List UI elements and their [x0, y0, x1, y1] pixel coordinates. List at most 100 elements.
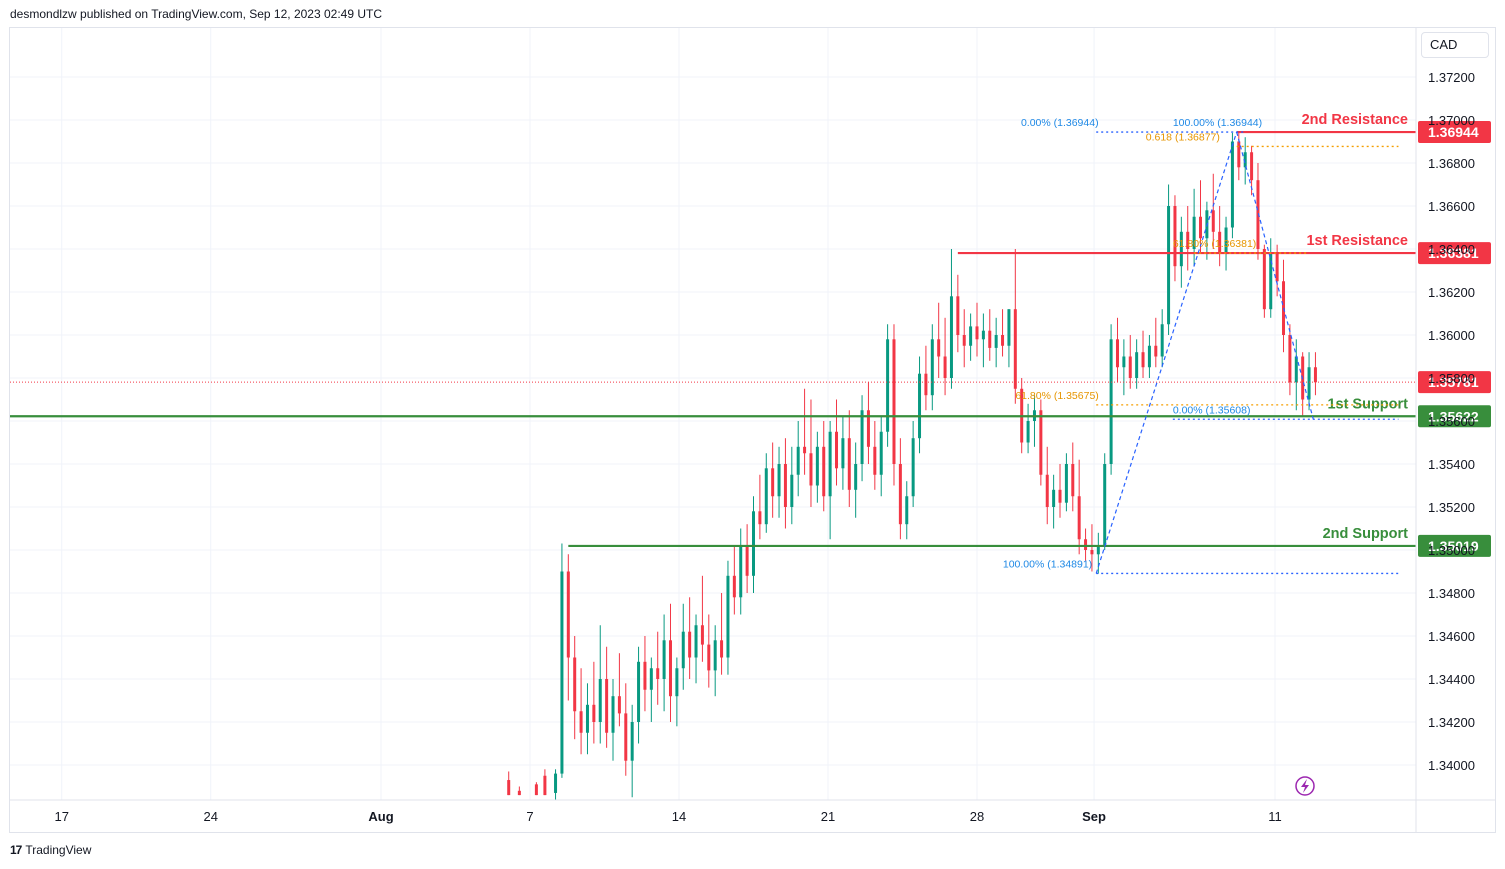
candle[interactable] [1243, 137, 1247, 185]
candle[interactable] [1122, 339, 1126, 396]
candle[interactable] [1071, 442, 1075, 512]
candle[interactable] [681, 603, 685, 690]
candle[interactable] [1013, 249, 1017, 404]
candle[interactable] [758, 474, 762, 540]
candle[interactable] [624, 683, 628, 776]
candle[interactable] [1262, 244, 1266, 318]
candle[interactable] [879, 416, 883, 497]
candle[interactable] [783, 438, 787, 529]
candle[interactable] [630, 704, 634, 798]
candle[interactable] [592, 661, 596, 744]
candle[interactable] [617, 653, 621, 727]
candle[interactable] [554, 769, 558, 800]
candle[interactable] [1007, 309, 1011, 368]
candle[interactable] [560, 543, 564, 778]
candle[interactable] [656, 631, 660, 705]
candle[interactable] [790, 446, 794, 525]
candle[interactable] [745, 524, 749, 593]
candle[interactable] [1077, 459, 1081, 555]
candle[interactable] [649, 657, 653, 723]
candle[interactable] [1256, 163, 1260, 260]
candle[interactable] [835, 399, 839, 486]
candle[interactable] [898, 438, 902, 540]
candle[interactable] [771, 442, 775, 518]
candle[interactable] [764, 453, 768, 533]
candle[interactable] [962, 309, 966, 368]
candle[interactable] [1109, 324, 1113, 475]
candle[interactable] [605, 646, 609, 748]
candle[interactable] [1128, 335, 1132, 389]
candle[interactable] [1313, 352, 1317, 396]
candle[interactable] [1154, 317, 1158, 368]
candle[interactable] [943, 317, 947, 396]
candle[interactable] [566, 554, 570, 701]
candle[interactable] [1090, 524, 1094, 572]
candle[interactable] [930, 324, 934, 411]
candle[interactable] [1199, 180, 1202, 254]
candle[interactable] [732, 545, 736, 615]
candle[interactable] [668, 603, 672, 722]
candle[interactable] [1288, 324, 1292, 396]
candle[interactable] [720, 593, 724, 675]
candle[interactable] [1115, 317, 1119, 383]
candle[interactable] [1224, 216, 1228, 271]
candle[interactable] [1135, 339, 1139, 389]
candle[interactable] [752, 496, 755, 593]
candle[interactable] [796, 421, 800, 497]
currency-button[interactable]: CAD [1421, 32, 1489, 58]
candle[interactable] [949, 249, 953, 389]
candle[interactable] [1230, 132, 1234, 239]
candle[interactable] [579, 668, 583, 755]
candle[interactable] [611, 679, 615, 761]
candle[interactable] [573, 636, 577, 740]
candle[interactable] [847, 410, 851, 507]
candle[interactable] [918, 356, 922, 454]
candle[interactable] [700, 575, 704, 662]
candle[interactable] [1058, 464, 1062, 518]
candle[interactable] [1147, 335, 1151, 378]
candle[interactable] [1141, 330, 1145, 378]
candle[interactable] [1294, 339, 1298, 411]
candle[interactable] [886, 324, 890, 447]
candle[interactable] [1045, 446, 1049, 525]
candle[interactable] [675, 657, 679, 727]
candle[interactable] [1218, 206, 1222, 267]
candle[interactable] [1026, 403, 1030, 454]
candle[interactable] [777, 446, 781, 518]
candle[interactable] [543, 769, 547, 796]
candle[interactable] [994, 317, 998, 368]
candle[interactable] [988, 309, 992, 361]
candle[interactable] [694, 614, 698, 684]
candle[interactable] [1103, 453, 1107, 550]
candle[interactable] [911, 421, 915, 507]
candle[interactable] [1192, 188, 1196, 267]
candle[interactable] [924, 345, 928, 411]
candle[interactable] [866, 382, 870, 464]
candle[interactable] [688, 597, 692, 679]
candle[interactable] [517, 786, 521, 796]
candle[interactable] [860, 395, 864, 482]
candle[interactable] [662, 614, 666, 712]
candle[interactable] [981, 313, 985, 368]
candle[interactable] [1032, 395, 1036, 447]
candle[interactable] [1084, 528, 1088, 561]
candle[interactable] [1064, 453, 1068, 512]
candle[interactable] [1160, 309, 1164, 368]
candle[interactable] [585, 683, 589, 755]
candle[interactable] [1052, 474, 1056, 529]
candle[interactable] [815, 431, 819, 503]
candle[interactable] [1269, 238, 1273, 318]
candle[interactable] [1039, 399, 1043, 486]
candle[interactable] [873, 421, 877, 490]
candle[interactable] [828, 421, 832, 540]
lightning-icon[interactable] [1295, 776, 1315, 796]
candle[interactable] [534, 782, 538, 796]
candle[interactable] [822, 421, 826, 512]
candle[interactable] [892, 324, 896, 486]
candle[interactable] [803, 388, 807, 475]
candle[interactable] [809, 399, 813, 508]
candle[interactable] [598, 625, 602, 744]
candle[interactable] [1167, 184, 1171, 336]
candle[interactable] [854, 442, 858, 518]
candle[interactable] [1001, 309, 1005, 357]
